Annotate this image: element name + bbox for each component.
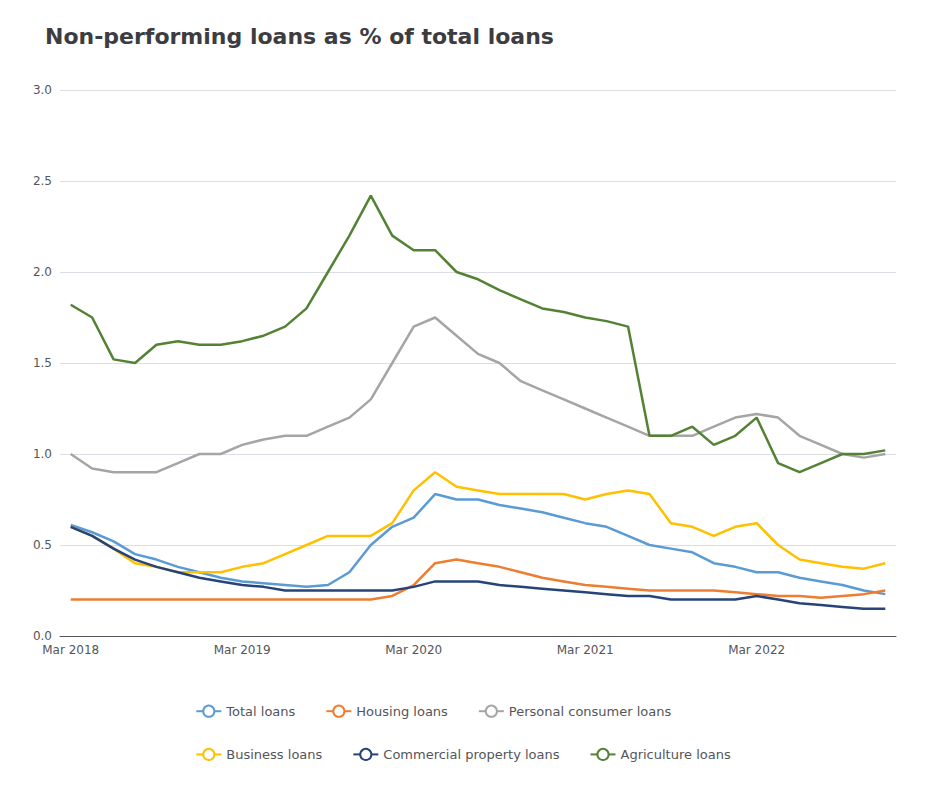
svg-text:Mar 2019: Mar 2019 — [214, 643, 271, 657]
svg-text:Mar 2022: Mar 2022 — [728, 643, 785, 657]
svg-text:1.5: 1.5 — [33, 356, 52, 370]
svg-text:Business loans: Business loans — [226, 747, 322, 762]
svg-text:3.0: 3.0 — [33, 83, 52, 97]
svg-text:Personal consumer loans: Personal consumer loans — [509, 704, 672, 719]
svg-text:Mar 2020: Mar 2020 — [385, 643, 442, 657]
svg-text:Total loans: Total loans — [225, 704, 295, 719]
svg-text:2.5: 2.5 — [33, 174, 52, 188]
svg-text:Non-performing loans as % of t: Non-performing loans as % of total loans — [45, 24, 554, 49]
svg-text:Commercial property loans: Commercial property loans — [383, 747, 559, 762]
svg-text:2.0: 2.0 — [33, 265, 52, 279]
svg-text:1.0: 1.0 — [33, 447, 52, 461]
svg-text:Mar 2021: Mar 2021 — [557, 643, 614, 657]
svg-text:Mar 2018: Mar 2018 — [42, 643, 99, 657]
svg-text:0.5: 0.5 — [33, 538, 52, 552]
svg-text:Housing loans: Housing loans — [356, 704, 448, 719]
svg-text:Agriculture loans: Agriculture loans — [621, 747, 731, 762]
svg-text:0.0: 0.0 — [33, 629, 52, 643]
